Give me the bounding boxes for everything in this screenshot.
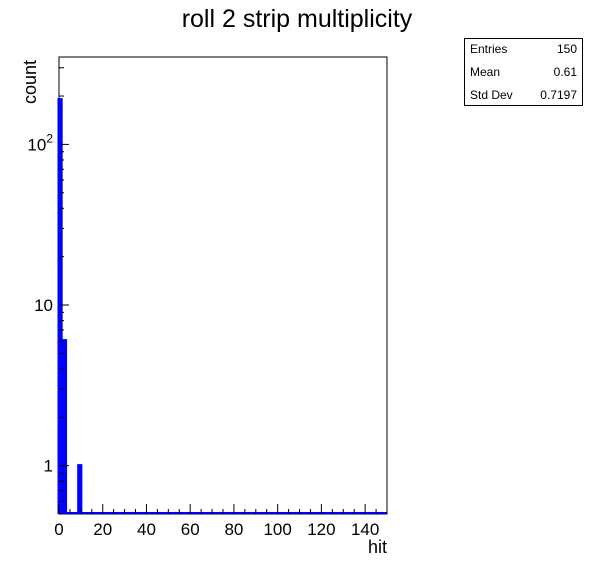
y-tick-label: 102 xyxy=(27,131,53,154)
y-axis-ticks: 1 10 102 xyxy=(27,67,69,515)
x-tick-label: 80 xyxy=(224,520,243,539)
chart-title: roll 2 strip multiplicity xyxy=(182,5,413,33)
stats-value: 0.61 xyxy=(553,65,577,79)
x-tick-label: 100 xyxy=(263,520,291,539)
histogram-bar xyxy=(61,339,68,514)
x-axis-ticks: 0 20 40 60 80 100 120 140 xyxy=(54,504,388,539)
x-tick-label: 40 xyxy=(137,520,156,539)
y-axis-label: count xyxy=(20,60,40,104)
histogram-bar xyxy=(77,464,83,514)
stats-row-entries: Entries 150 xyxy=(470,42,577,58)
stats-label: Std Dev xyxy=(470,88,513,102)
stats-row-std-dev: Std Dev 0.7197 xyxy=(470,88,577,104)
stats-row-mean: Mean 0.61 xyxy=(470,65,577,81)
x-tick-label: 0 xyxy=(54,520,63,539)
stats-value: 0.7197 xyxy=(540,88,577,102)
x-tick-label: 120 xyxy=(307,520,335,539)
stats-label: Mean xyxy=(470,65,501,79)
y-tick-label: 1 xyxy=(44,457,53,476)
histogram-bar xyxy=(57,98,63,514)
histogram-bars xyxy=(57,98,387,514)
plot-frame xyxy=(58,56,388,515)
x-axis-label: hit xyxy=(368,537,387,557)
x-tick-label: 20 xyxy=(93,520,112,539)
x-tick-label: 140 xyxy=(351,520,379,539)
stats-value: 150 xyxy=(556,42,577,56)
x-tick-label: 60 xyxy=(181,520,200,539)
y-tick-label: 10 xyxy=(34,296,53,315)
stats-box: Entries 150 Mean 0.61 Std Dev 0.7197 xyxy=(464,38,583,106)
stats-label: Entries xyxy=(470,42,508,56)
